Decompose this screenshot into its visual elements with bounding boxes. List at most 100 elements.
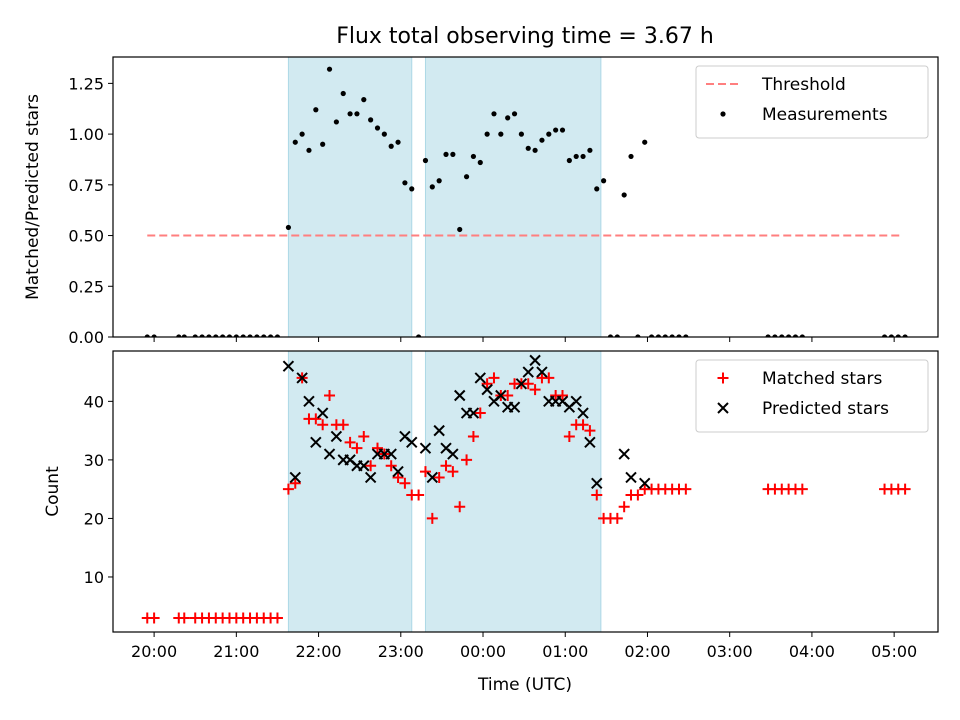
data-point xyxy=(570,395,582,408)
y-tick-label: 0.50 xyxy=(68,227,104,246)
data-point xyxy=(296,372,308,384)
data-point xyxy=(365,460,377,472)
data-point xyxy=(385,448,397,460)
data-point xyxy=(683,334,689,337)
data-point xyxy=(313,107,319,113)
data-point xyxy=(539,137,545,143)
data-point xyxy=(536,366,548,378)
data-point xyxy=(655,334,662,337)
data-point xyxy=(447,448,459,460)
data-point xyxy=(632,489,644,501)
x-tick-label: 23:00 xyxy=(378,642,424,661)
data-point xyxy=(508,401,521,413)
x-tick-label: 02:00 xyxy=(624,642,670,661)
plot-area xyxy=(144,57,908,337)
x-tick-label: 00:00 xyxy=(460,642,506,661)
y-tick-label: 40 xyxy=(84,392,104,411)
data-point xyxy=(148,612,160,624)
data-point xyxy=(505,115,511,121)
data-point xyxy=(662,334,668,337)
data-point xyxy=(639,477,651,490)
data-point xyxy=(799,334,805,337)
data-point xyxy=(488,372,500,384)
data-point xyxy=(779,334,785,337)
data-point xyxy=(399,477,411,489)
data-point xyxy=(374,125,381,131)
x-tick-label: 04:00 xyxy=(789,642,835,661)
data-point xyxy=(573,153,579,160)
data-point xyxy=(181,334,187,337)
data-point xyxy=(317,419,329,431)
data-point xyxy=(457,226,463,233)
data-point xyxy=(316,407,329,419)
data-point xyxy=(409,186,415,192)
data-point xyxy=(577,407,589,419)
data-point xyxy=(323,448,336,460)
data-point xyxy=(591,489,603,501)
data-point xyxy=(433,424,445,437)
data-point xyxy=(591,477,603,490)
data-point xyxy=(563,430,575,442)
data-point xyxy=(213,334,219,337)
y-tick-label: 1.25 xyxy=(68,74,104,93)
data-point xyxy=(529,384,541,396)
data-point xyxy=(559,127,566,133)
data-point xyxy=(477,159,483,166)
data-point xyxy=(333,119,339,125)
data-point xyxy=(669,334,675,337)
data-point xyxy=(566,157,572,164)
data-point xyxy=(899,483,911,495)
axes-frame xyxy=(112,56,939,338)
data-point xyxy=(515,378,528,390)
data-point xyxy=(481,383,493,396)
data-point xyxy=(881,334,888,337)
data-point xyxy=(354,111,360,117)
data-point xyxy=(254,334,260,337)
x-tick-label: 21:00 xyxy=(213,642,259,661)
data-point xyxy=(282,483,294,495)
data-point xyxy=(440,460,452,472)
data-point xyxy=(206,334,212,337)
data-point xyxy=(553,127,559,133)
data-point xyxy=(364,471,377,484)
data-point xyxy=(648,334,655,337)
data-point xyxy=(522,378,534,390)
data-point xyxy=(306,147,312,153)
data-point xyxy=(902,334,908,337)
data-point xyxy=(463,174,470,180)
data-point xyxy=(392,465,404,478)
data-point xyxy=(772,334,778,337)
data-point xyxy=(522,366,534,378)
data-point xyxy=(454,501,466,513)
data-point xyxy=(895,334,901,337)
data-point xyxy=(621,192,627,198)
data-point xyxy=(587,147,593,153)
bottom-y-axis-label: Count xyxy=(43,466,63,517)
data-point xyxy=(611,512,623,524)
data-point xyxy=(347,111,353,117)
chart-title: Flux total observing time = 3.67 h xyxy=(336,24,714,49)
data-point xyxy=(340,90,346,97)
data-point xyxy=(416,334,422,337)
legend-handle xyxy=(717,402,729,414)
data-point xyxy=(358,430,370,442)
legend-label: Measurements xyxy=(762,105,888,125)
data-point xyxy=(543,372,555,384)
data-point xyxy=(525,145,531,151)
series-matched-stars xyxy=(141,372,911,624)
axes-frame xyxy=(112,350,939,633)
data-point xyxy=(426,471,439,484)
data-point xyxy=(368,117,374,123)
data-point xyxy=(406,436,418,449)
data-point xyxy=(467,407,480,419)
x-tick-label: 05:00 xyxy=(871,642,917,661)
data-point xyxy=(192,334,198,337)
data-point xyxy=(233,334,239,337)
data-point xyxy=(199,334,205,337)
ratio-panel: 0.00 0.25 0.50 0.75 1.00 1.25 Threshold Measure… xyxy=(68,56,939,347)
y-tick-label: 30 xyxy=(84,451,104,470)
data-point xyxy=(422,157,429,164)
data-point xyxy=(282,360,295,372)
count-panel: 10 20 30 40 20:00 21:00 22:00 23:00 00:00 01:00 02… xyxy=(84,350,939,661)
data-point xyxy=(796,483,808,495)
